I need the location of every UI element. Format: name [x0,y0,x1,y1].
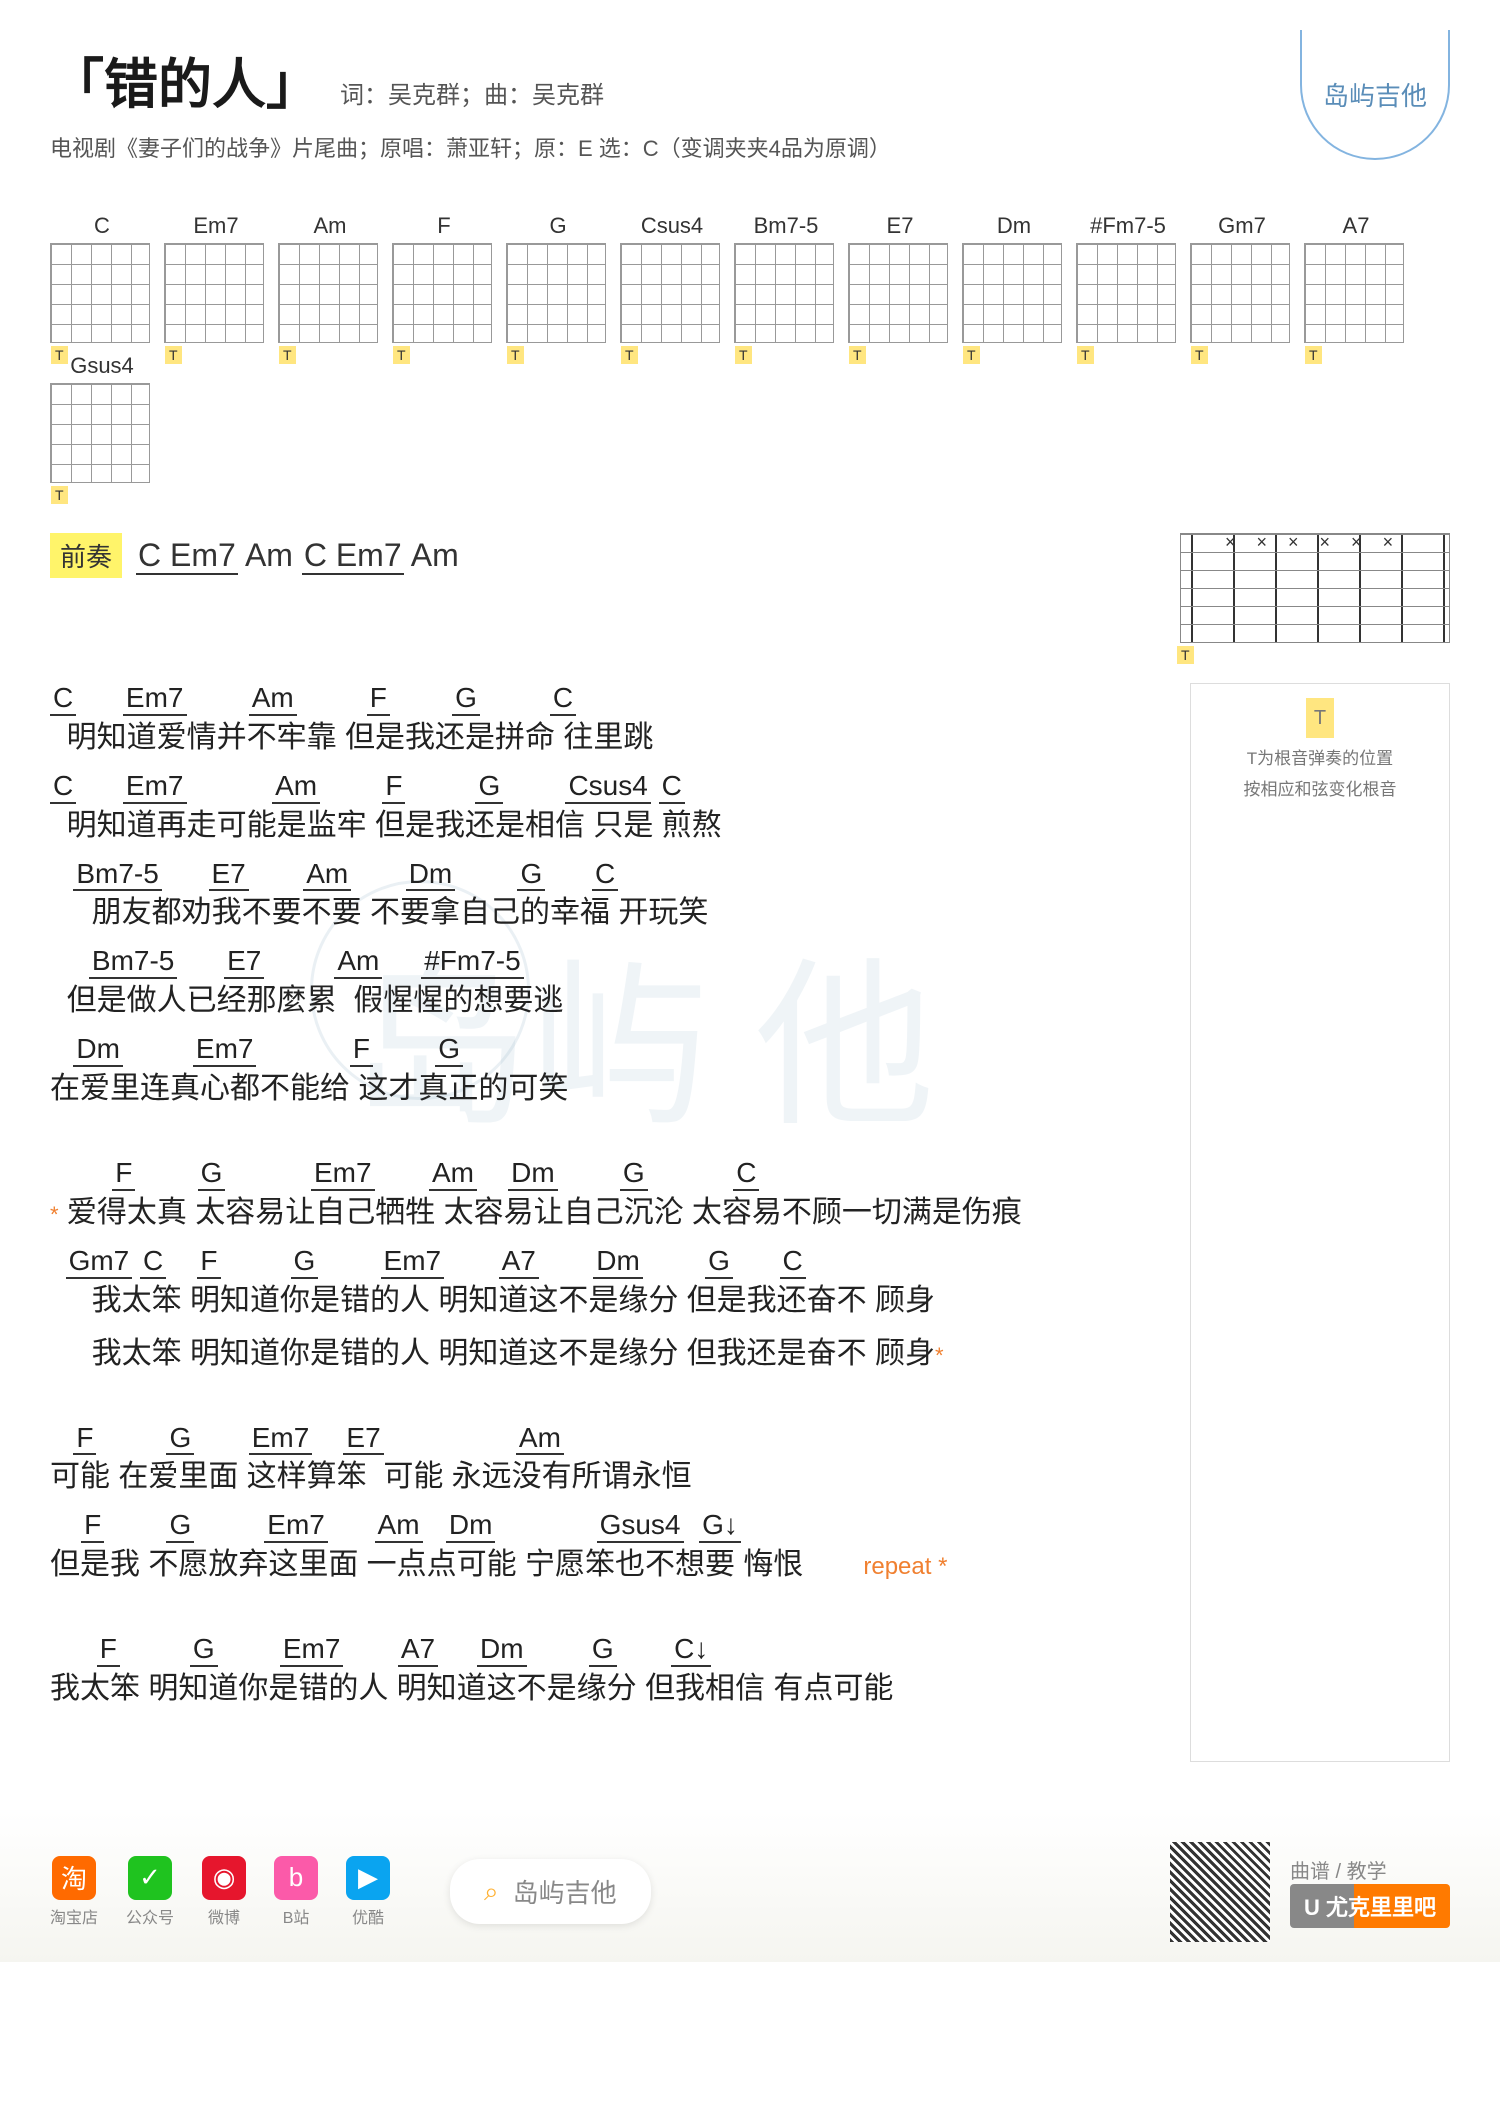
social-优酷[interactable]: ▶优酷 [346,1856,390,1928]
brand-tag: U 尤克里里吧 [1290,1884,1450,1928]
subtitle: 电视剧《妻子们的战争》片尾曲；原唱：萧亚轩；原：E 选：C（变调夹夹4品为原调） [50,131,1300,163]
strum-pattern [1180,533,1450,643]
lyric-line: F G Em7 A7 Dm G C↓我太笨 明知道你是错的人 明知道这不是缘分 … [50,1634,1150,1708]
social-B站[interactable]: bB站 [274,1856,318,1928]
lyric-line: C Em7 Am F G Csus4 C 明知道再走可能是监牢 但是我还是相信 … [50,771,1150,845]
lyric-line: 我太笨 明知道你是错的人 明知道这不是缘分 但我还是奋不 顾身* [50,1334,1150,1373]
lyric-line: Gm7 C F G Em7 A7 Dm G C 我太笨 明知道你是错的人 明知道… [50,1246,1150,1320]
social-微博[interactable]: ◉微博 [202,1856,246,1928]
chord-dm: Dm [962,213,1066,343]
search-text: 岛屿吉他 [513,1873,617,1910]
intro-section: 前奏 C Em7 Am C Em7 Am [50,533,1120,578]
lyric-line: C Em7 Am F G C 明知道爱情并不牢靠 但是我还是拼命 往里跳 [50,683,1150,757]
chord-#fm7-5: #Fm7-5 [1076,213,1180,343]
t-mark: T [1306,698,1334,738]
social-公众号[interactable]: ✓公众号 [126,1856,174,1928]
credits: 词：吴克群；曲：吴克群 [340,75,604,110]
song-title: 「错的人」 [50,40,320,119]
social-淘宝店[interactable]: 淘淘宝店 [50,1856,98,1928]
chord-bm7-5: Bm7-5 [734,213,838,343]
chord-g: G [506,213,610,343]
chord-gsus4: Gsus4 [50,353,154,483]
chord-em7: Em7 [164,213,268,343]
t-note-box: T T为根音弹奏的位置 按相应和弦变化根音 [1190,683,1450,1762]
footer-line1: 曲谱 / 教学 [1290,1855,1450,1884]
brand-logo: 岛屿吉他 [1300,30,1450,160]
lyric-line: F G Em7 E7 Am可能 在爱里面 这样算笨 可能 永远没有所谓永恒 [50,1423,1150,1497]
chord-diagrams-row: CEm7AmFGCsus4Bm7-5E7Dm#Fm7-5Gm7A7 Gsus4 [50,213,1450,483]
t-note-1: T为根音弹奏的位置 [1209,744,1431,775]
lyric-line: Bm7-5 E7 Am #Fm7-5 但是做人已经那麼累 假惺惺的想要逃 [50,946,1150,1020]
chord-c: C [50,213,154,343]
lyric-line: Bm7-5 E7 Am Dm G C 朋友都劝我不要不要 不要拿自己的幸福 开玩… [50,859,1150,933]
qr-code [1170,1842,1270,1942]
footer: 淘淘宝店 ✓公众号 ◉微博 bB站 ▶优酷 ⌕ 岛屿吉他 曲谱 / 教学 U 尤克里里吧 [0,1812,1500,1962]
repeat-note: repeat * [803,1553,947,1580]
lyric-line: F G Em7 Am Dm G C* 爱得太真 太容易让自己牺牲 太容易让自己沉… [50,1158,1150,1232]
intro-tag: 前奏 [50,533,122,578]
intro-chords: C Em7 Am C Em7 Am [136,537,459,574]
lyrics-area: C Em7 Am F G C 明知道爱情并不牢靠 但是我还是拼命 往里跳 C Em… [50,683,1150,1722]
search-icon: ⌕ [484,1876,499,1908]
search-pill[interactable]: ⌕ 岛屿吉他 [450,1859,651,1924]
header: 「错的人」 词：吴克群；曲：吴克群 电视剧《妻子们的战争》片尾曲；原唱：萧亚轩；… [50,40,1450,163]
t-note-2: 按相应和弦变化根音 [1209,775,1431,806]
chord-am: Am [278,213,382,343]
chord-csus4: Csus4 [620,213,724,343]
chord-a7: A7 [1304,213,1408,343]
chord-f: F [392,213,496,343]
chord-e7: E7 [848,213,952,343]
lyric-line: F G Em7 Am Dm Gsus4 G↓但是我 不愿放弃这里面 一点点可能 … [50,1510,1150,1584]
chord-gm7: Gm7 [1190,213,1294,343]
lyric-line: Dm Em7 F G在爱里连真心都不能给 这才真正的可笑 [50,1034,1150,1108]
